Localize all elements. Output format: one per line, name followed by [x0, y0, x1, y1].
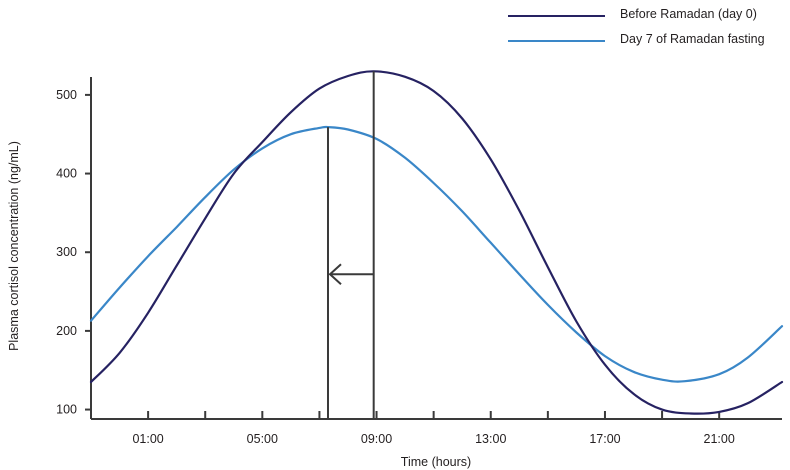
peak-shift-annotation — [326, 71, 375, 419]
y-tick-label: 500 — [56, 88, 77, 102]
y-axis-title: Plasma cortisol concentration (ng/mL) — [7, 141, 21, 351]
y-tick-label: 100 — [56, 403, 77, 417]
legend-label-day-7-ramadan: Day 7 of Ramadan fasting — [620, 32, 765, 46]
chart-legend: Before Ramadan (day 0) Day 7 of Ramadan … — [508, 6, 790, 56]
peak-shift-arrow-head — [328, 263, 342, 285]
x-tick-label: 05:00 — [247, 432, 278, 446]
y-tick-label: 200 — [56, 324, 77, 338]
legend-item-day-7-ramadan: Day 7 of Ramadan fasting — [508, 31, 790, 56]
legend-swatch-before-ramadan — [508, 15, 605, 17]
x-tick-label: 21:00 — [704, 432, 735, 446]
series-line-before-ramadan — [89, 70, 784, 415]
y-tick-label: 400 — [56, 167, 77, 181]
series-lines — [89, 70, 784, 415]
y-axis: 100 200 300 400 500 — [56, 77, 92, 419]
x-tick-label: 09:00 — [361, 432, 392, 446]
series-line-day-7-ramadan — [89, 125, 784, 383]
x-axis: 01:00 05:00 09:00 13:00 17:00 21:00 — [91, 411, 782, 446]
legend-label-before-ramadan: Before Ramadan (day 0) — [620, 7, 757, 21]
legend-item-before-ramadan: Before Ramadan (day 0) — [508, 6, 790, 31]
x-tick-label: 13:00 — [475, 432, 506, 446]
x-axis-title: Time (hours) — [401, 455, 471, 469]
legend-swatch-day-7-ramadan — [508, 40, 605, 42]
x-tick-label: 17:00 — [589, 432, 620, 446]
x-tick-label: 01:00 — [132, 432, 163, 446]
y-tick-label: 300 — [56, 245, 77, 259]
